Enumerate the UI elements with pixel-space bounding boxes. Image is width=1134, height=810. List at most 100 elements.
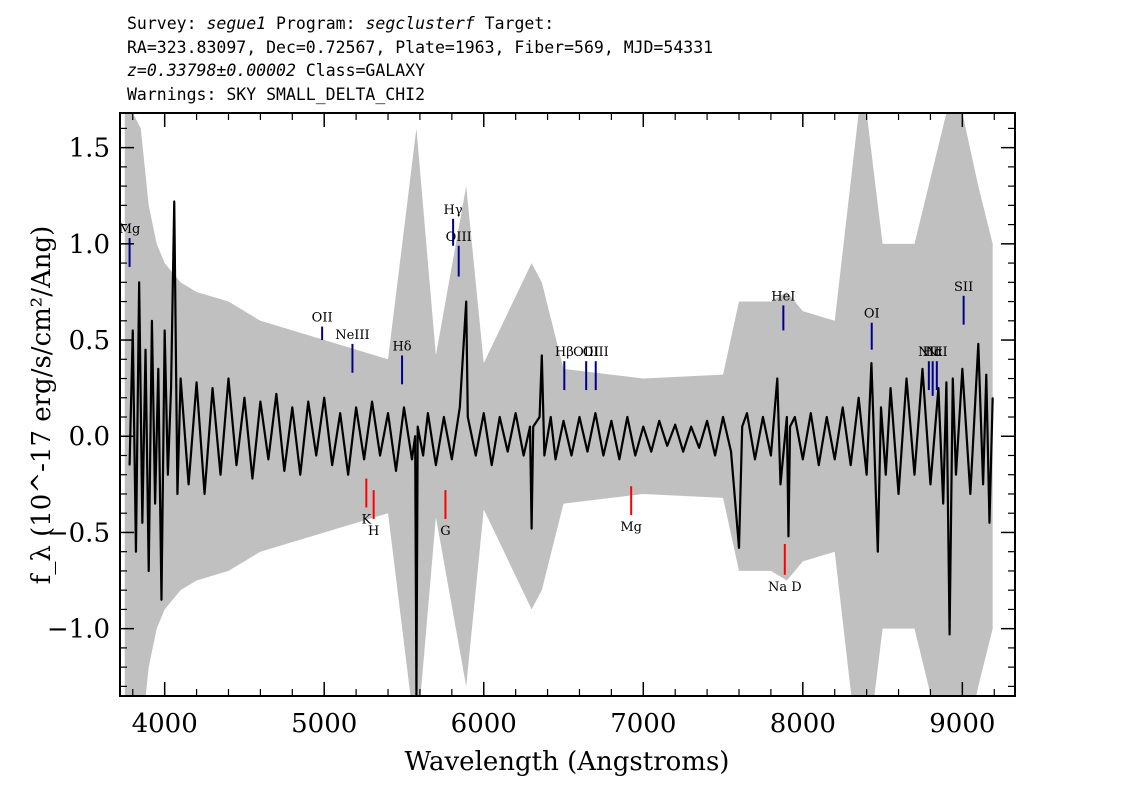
flux-point-92 <box>722 416 724 418</box>
flux-point-1 <box>132 329 134 332</box>
emission-label-oiii-8: OIII <box>583 345 609 360</box>
flux-point-44 <box>403 406 405 408</box>
flux-point-80 <box>626 416 628 418</box>
flux-point-119 <box>885 474 887 476</box>
flux-point-86 <box>674 424 676 426</box>
flux-point-98 <box>762 416 764 418</box>
flux-point-97 <box>754 458 756 460</box>
flux-point-46 <box>414 435 416 437</box>
flux-point-0 <box>128 464 131 466</box>
survey-label: Survey: <box>127 14 197 33</box>
flux-point-113 <box>858 397 860 399</box>
header-line-3: z=0.33798±0.00002 Class=GALAXY <box>127 59 713 83</box>
x-tick-label-0: 4000 <box>132 709 198 739</box>
flux-point-91 <box>714 454 716 457</box>
flux-point-132 <box>961 368 963 370</box>
flux-point-65 <box>531 528 533 530</box>
flux-point-36 <box>339 412 341 414</box>
flux-point-61 <box>507 451 509 453</box>
flux-point-22 <box>227 377 230 380</box>
y-axis-title: f_λ (10^-17 erg/s/cm²/Ang) <box>27 226 57 585</box>
flux-point-55 <box>465 300 467 303</box>
flux-point-2 <box>135 551 137 553</box>
flux-point-21 <box>219 474 222 476</box>
flux-point-58 <box>483 412 485 414</box>
emission-label-neiii-2: NeIII <box>335 328 369 343</box>
flux-point-83 <box>650 451 652 453</box>
flux-point-128 <box>945 381 947 383</box>
flux-point-131 <box>955 474 957 476</box>
flux-point-67 <box>538 416 541 418</box>
flux-point-104 <box>789 426 791 428</box>
y-axis-title-group: f_λ (10^-17 erg/s/cm²/Ang) <box>27 226 57 585</box>
x-tick-label-3: 7000 <box>610 709 676 739</box>
flux-point-90 <box>706 420 708 422</box>
flux-point-29 <box>283 470 285 472</box>
flux-point-8 <box>154 502 156 505</box>
flux-point-18 <box>195 381 198 383</box>
flux-point-4 <box>141 522 143 524</box>
header-line-4: Warnings: SKY SMALL_DELTA_CHI2 <box>127 84 426 104</box>
absorption-label-na-d-4: Na D <box>768 580 802 595</box>
flux-point-87 <box>682 451 684 453</box>
spectrum-header: Survey: segue1 Program: segclusterf Targ… <box>127 12 713 106</box>
flux-point-130 <box>952 377 954 380</box>
flux-point-125 <box>929 483 932 485</box>
flux-point-53 <box>451 458 453 460</box>
flux-point-30 <box>291 406 293 408</box>
header-line-1: Survey: segue1 Program: segclusterf Targ… <box>127 12 713 36</box>
flux-point-34 <box>323 397 325 399</box>
flux-point-106 <box>802 458 804 460</box>
flux-point-24 <box>243 397 246 399</box>
flux-point-45 <box>411 458 413 460</box>
flux-point-88 <box>690 426 692 428</box>
flux-point-13 <box>170 387 172 389</box>
flux-point-60 <box>499 416 501 418</box>
flux-point-16 <box>180 377 182 380</box>
error-envelope <box>124 113 993 696</box>
flux-point-99 <box>770 454 772 457</box>
flux-point-66 <box>532 426 534 428</box>
survey-value: segue1 <box>206 14 267 33</box>
header-line-2: RA=323.83097, Dec=0.72567, Plate=1963, F… <box>127 37 714 57</box>
emission-label-oi-10: OI <box>864 307 880 322</box>
flux-point-50 <box>427 412 429 414</box>
flux-point-77 <box>602 454 604 457</box>
flux-point-84 <box>658 420 660 422</box>
flux-point-25 <box>251 477 254 480</box>
flux-point-76 <box>594 412 597 414</box>
flux-point-126 <box>937 387 940 389</box>
flux-point-26 <box>259 401 261 403</box>
flux-point-108 <box>818 464 820 466</box>
emission-label-h-6: Hβ <box>555 345 574 360</box>
flux-point-54 <box>459 406 461 408</box>
flux-point-114 <box>866 474 868 476</box>
flux-point-123 <box>913 474 916 476</box>
flux-point-89 <box>698 447 700 449</box>
flux-point-95 <box>741 426 743 428</box>
y-tick-label-1: −0.5 <box>47 518 110 548</box>
flux-point-9 <box>157 368 159 370</box>
flux-point-68 <box>541 354 543 357</box>
y-tick-label-5: 1.5 <box>69 134 110 164</box>
redshift-value: z=0.33798±0.00002 <box>127 61 296 80</box>
flux-point-69 <box>543 454 545 457</box>
x-tick-label-4: 8000 <box>770 709 836 739</box>
flux-point-124 <box>921 368 924 370</box>
flux-point-5 <box>144 349 147 351</box>
x-tick-label-5: 9000 <box>929 709 995 739</box>
absorption-label-h-1: H <box>368 524 379 539</box>
flux-point-135 <box>982 483 984 485</box>
flux-point-37 <box>347 474 349 476</box>
flux-point-49 <box>422 454 424 457</box>
flux-point-75 <box>586 451 589 453</box>
flux-point-85 <box>666 445 668 447</box>
flux-point-62 <box>515 412 517 414</box>
flux-point-57 <box>475 454 477 457</box>
emission-label-sii-14: SII <box>954 280 973 295</box>
emission-label-h-4: Hγ <box>444 203 463 218</box>
flux-point-10 <box>160 599 163 601</box>
flux-point-121 <box>897 493 900 495</box>
flux-point-39 <box>363 458 365 460</box>
program-value: segclusterf <box>365 14 475 33</box>
